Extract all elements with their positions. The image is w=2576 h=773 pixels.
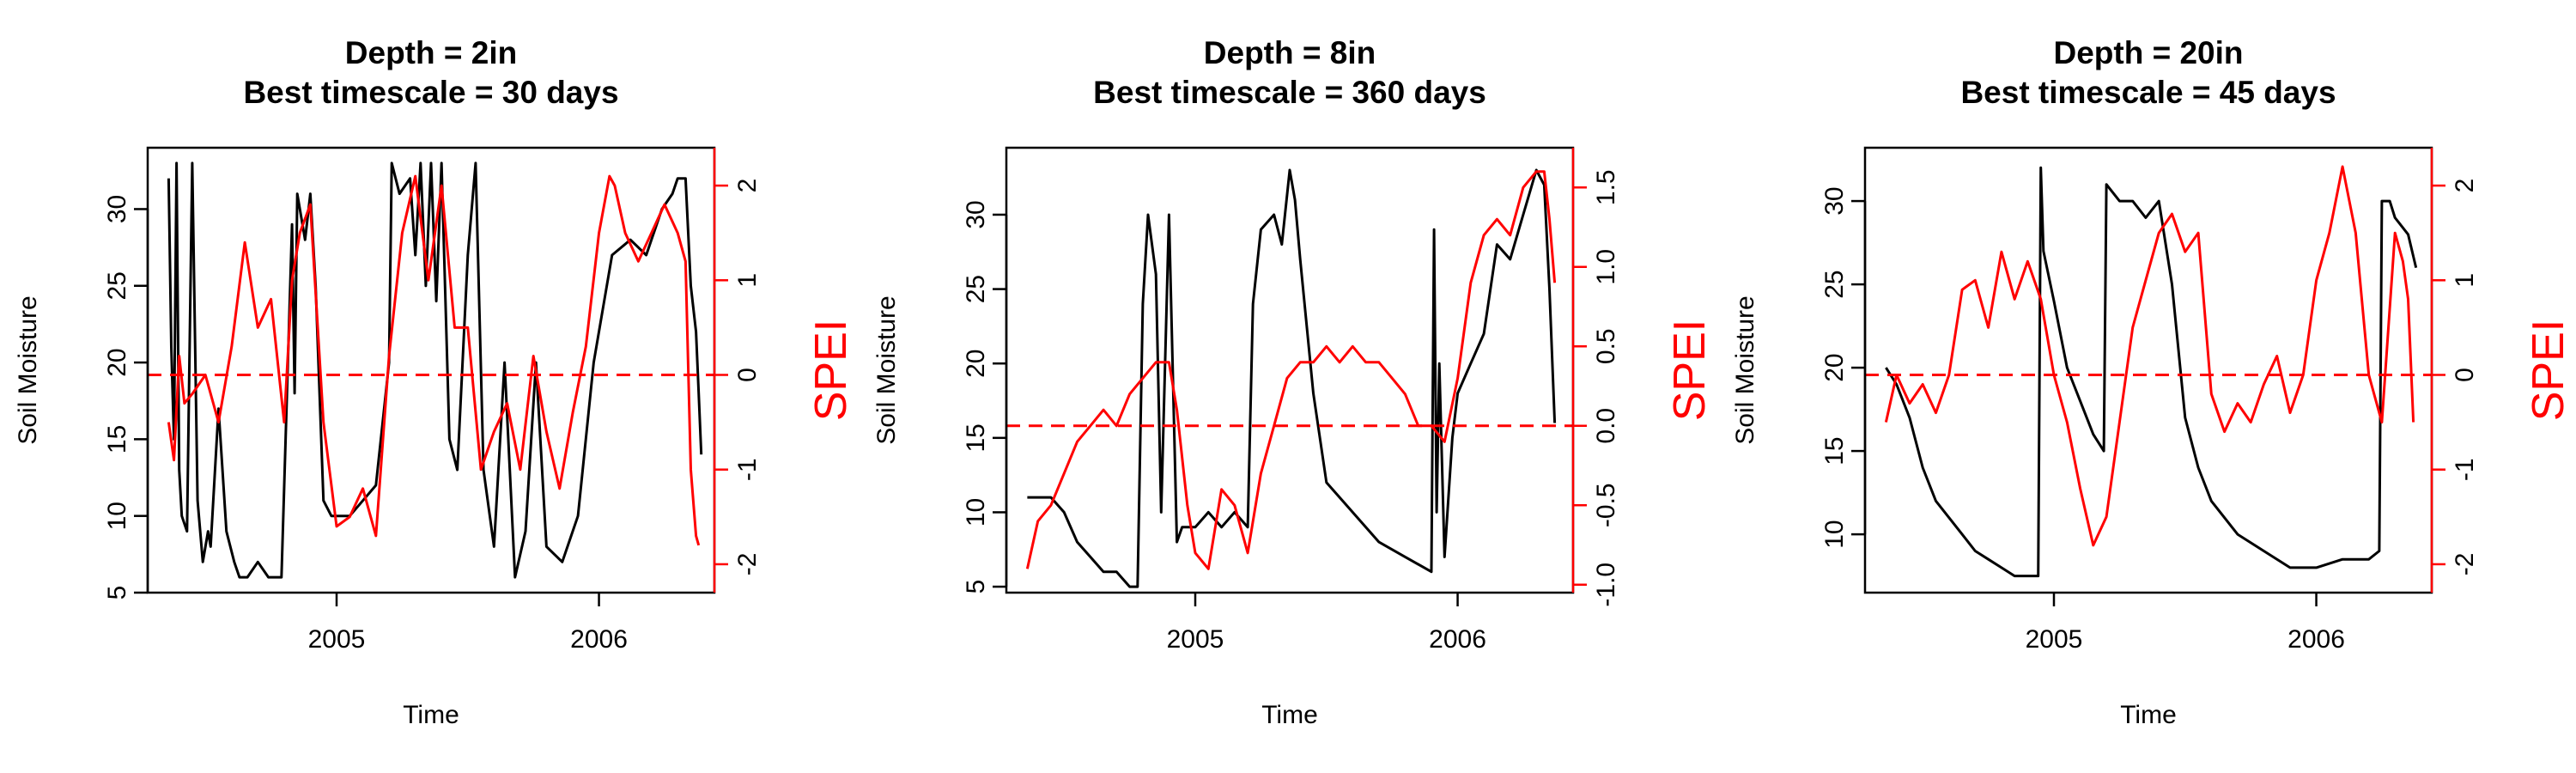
y2-tick-label: -1 (2451, 458, 2479, 481)
y-tick-label: 20 (1820, 353, 1849, 381)
y-tick-label: 10 (962, 498, 990, 526)
y2-tick-label: 0 (733, 368, 762, 382)
x-tick-label: 2005 (2026, 625, 2083, 654)
y-tick-label: 25 (103, 271, 131, 300)
y2-axis-label: SPEI (806, 320, 856, 422)
y-tick-label: 10 (1820, 520, 1849, 548)
y2-tick-label: -1.0 (1592, 563, 1620, 607)
spei-series-line (1025, 170, 1557, 570)
y2-axis-label: SPEI (1665, 320, 1715, 422)
y-tick-label: 10 (103, 502, 131, 530)
y-tick-label: 20 (103, 348, 131, 376)
y-tick-label: 30 (962, 200, 990, 228)
spei-series-line (1884, 165, 2415, 547)
y2-tick-label: 1 (2451, 273, 2479, 288)
chart-title-line1: Depth = 2in (345, 35, 517, 70)
chart-title-line2: Best timescale = 30 days (243, 75, 618, 110)
y-axis-label: Soil Moisture (14, 295, 42, 444)
y2-tick-label: 2 (2451, 179, 2479, 193)
chart-title-line1: Depth = 8in (1204, 35, 1376, 70)
x-tick-label: 2006 (2287, 625, 2345, 654)
x-tick-label: 2005 (1167, 625, 1224, 654)
x-tick-label: 2006 (570, 625, 628, 654)
y-tick-label: 25 (1820, 270, 1849, 298)
x-axis-label: Time (403, 701, 459, 729)
y2-tick-label: 1.5 (1592, 169, 1620, 205)
y-tick-label: 30 (1820, 186, 1849, 215)
y2-tick-label: -2 (733, 553, 762, 576)
y2-tick-label: -2 (2451, 553, 2479, 576)
spei-series-line (167, 174, 701, 546)
y2-tick-label: -1 (733, 458, 762, 481)
x-axis-label: Time (1261, 701, 1318, 729)
y-tick-label: 15 (103, 425, 131, 453)
x-axis-label: Time (2120, 701, 2177, 729)
soil-moisture-series-line (1027, 168, 1557, 588)
x-tick-label: 2005 (308, 625, 366, 654)
y2-tick-label: 2 (733, 179, 762, 193)
plot-frame (146, 146, 716, 594)
chart-title-line1: Depth = 20in (2053, 35, 2243, 70)
y2-tick-label: -0.5 (1592, 483, 1620, 527)
y-axis-label: Soil Moisture (872, 295, 901, 444)
y-tick-label: 5 (103, 586, 131, 600)
y-tick-label: 30 (103, 195, 131, 223)
soil-moisture-series-line (167, 161, 703, 579)
y-tick-label: 15 (962, 423, 990, 452)
panel-depth-20in: Depth = 20in Best timescale = 45 days 2005… (1731, 35, 2573, 729)
y-tick-label: 20 (962, 350, 990, 378)
panel-depth-8in: Depth = 8in Best timescale = 360 days 2005… (872, 35, 1715, 729)
soil-moisture-series-line (1885, 166, 2418, 578)
y-tick-label: 5 (962, 580, 990, 594)
y2-tick-label: 0 (2451, 368, 2479, 382)
y2-tick-label: 1.0 (1592, 249, 1620, 285)
chart-title-line2: Best timescale = 45 days (1960, 75, 2336, 110)
y2-axis-label: SPEI (2524, 320, 2573, 422)
y-axis-label: Soil Moisture (1731, 295, 1759, 444)
chart-title-line2: Best timescale = 360 days (1093, 75, 1486, 110)
x-tick-label: 2006 (1429, 625, 1486, 654)
plot-frame (1005, 146, 1575, 594)
y2-tick-label: 1 (733, 273, 762, 288)
y-tick-label: 15 (1820, 436, 1849, 465)
y2-tick-label: 0.5 (1592, 328, 1620, 364)
y-tick-label: 25 (962, 275, 990, 303)
y2-tick-label: 0.0 (1592, 408, 1620, 444)
